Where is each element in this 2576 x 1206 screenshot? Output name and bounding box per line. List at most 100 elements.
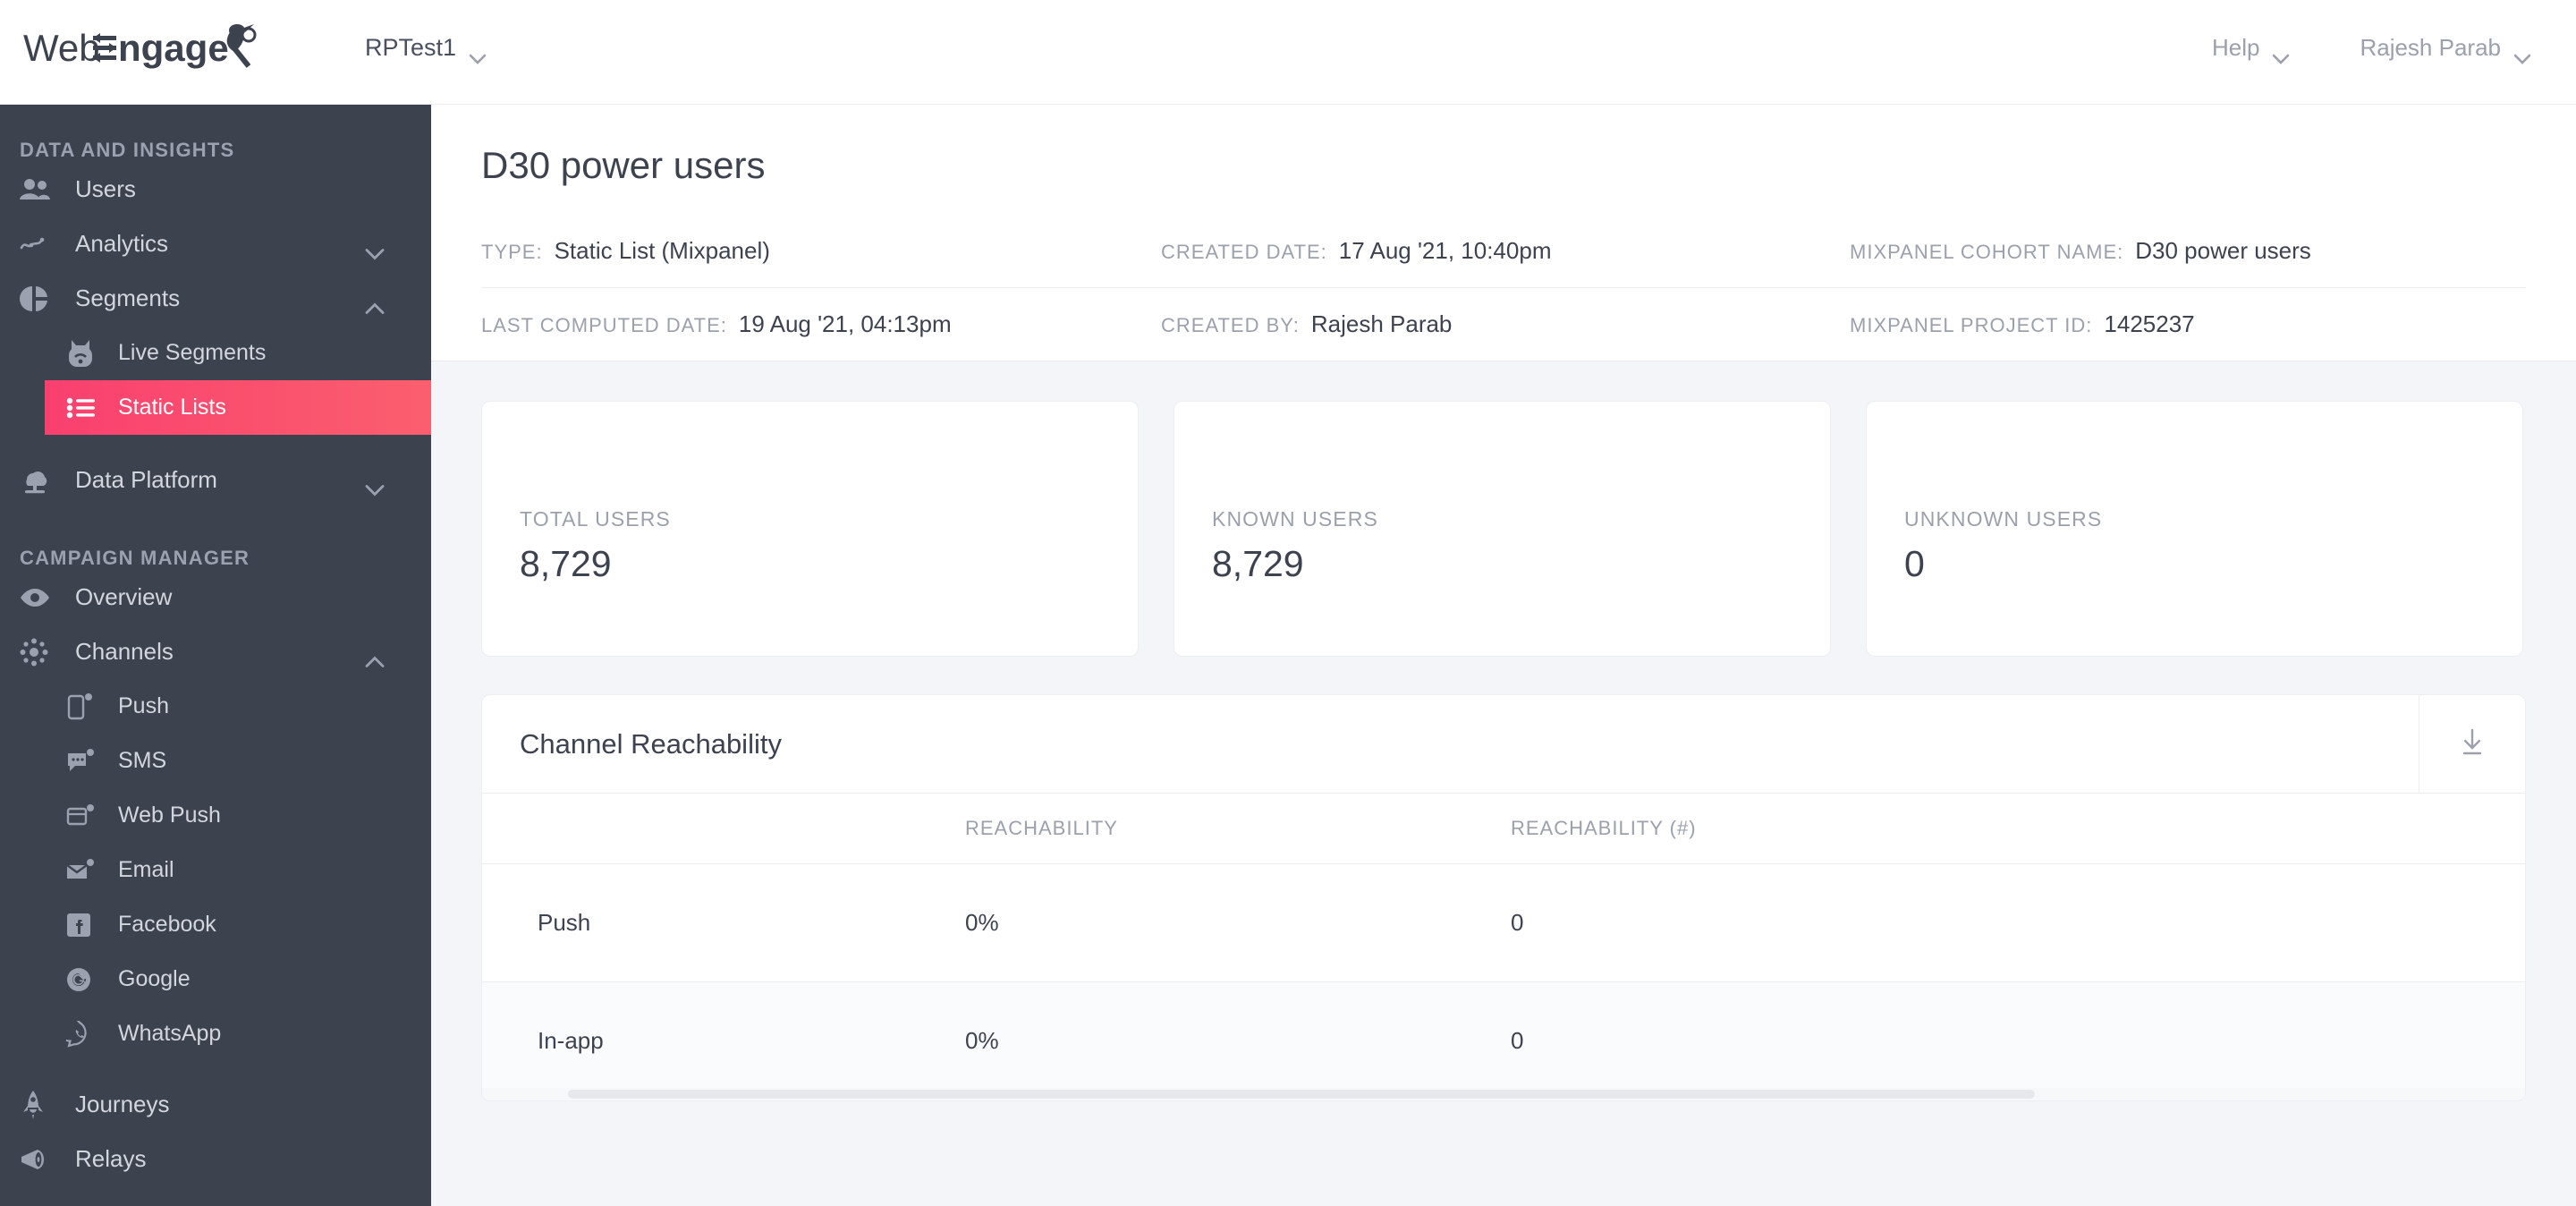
- sidebar-item-label: Push: [118, 693, 169, 718]
- live-segments-icon: [66, 335, 106, 372]
- cell-reachability-count: 0: [1511, 863, 2056, 982]
- user-label: Rajesh Parab: [2360, 34, 2501, 61]
- mobile-push-icon: [66, 688, 106, 726]
- sidebar-item-label: WhatsApp: [118, 1021, 222, 1046]
- meta-value: 17 Aug '21, 10:40pm: [1338, 236, 1552, 264]
- top-bar: Web ngage RPTest1 Help: [0, 0, 2576, 105]
- meta-mixpanel-cohort-name: MIXPANEL COHORT NAME: D30 power users: [1850, 237, 2311, 265]
- col-reachability-count: REACHABILITY (#): [1511, 794, 2056, 864]
- chevron-down-icon: [2272, 43, 2290, 64]
- project-switcher[interactable]: RPTest1: [365, 34, 487, 64]
- panel-header: Channel Reachability: [482, 695, 2525, 794]
- cell-spacer: [2056, 981, 2525, 1100]
- sidebar-item-label: Data Platform: [75, 466, 217, 493]
- sidebar-item-users[interactable]: Users: [0, 162, 431, 217]
- chevron-down-icon[interactable]: [365, 474, 385, 496]
- panel-title: Channel Reachability: [520, 727, 782, 760]
- meta-value: 19 Aug '21, 04:13pm: [738, 310, 952, 337]
- main-content: D30 power users TYPE: Static List (Mixpa…: [431, 105, 2576, 1206]
- meta-mixpanel-project-id: MIXPANEL PROJECT ID: 1425237: [1850, 310, 2195, 338]
- channel-reachability-panel: Channel Reachability REACHABILITY REACHA…: [481, 694, 2526, 1101]
- sidebar-item-label: Channels: [75, 638, 174, 665]
- sidebar-item-label: Segments: [75, 285, 181, 311]
- meta-created-by: CREATED BY: Rajesh Parab: [1161, 310, 1850, 338]
- topbar-right: Help Rajesh Parab: [2211, 34, 2531, 64]
- bird-icon: [226, 24, 257, 68]
- sidebar-item-label: Relays: [75, 1145, 147, 1172]
- sidebar-item-relays[interactable]: Relays: [0, 1132, 431, 1186]
- whatsapp-icon: [66, 1015, 106, 1053]
- web-push-icon: [66, 797, 106, 835]
- meta-key: LAST COMPUTED DATE:: [481, 314, 727, 336]
- sidebar-item-live-segments[interactable]: Live Segments: [0, 326, 431, 380]
- megaphone-icon: [20, 1141, 61, 1178]
- svg-text:ngage: ngage: [118, 27, 229, 69]
- sidebar-item-google[interactable]: Google: [0, 952, 431, 1006]
- help-label: Help: [2211, 34, 2260, 61]
- chevron-down-icon: [469, 43, 487, 64]
- sidebar-item-journeys[interactable]: Journeys: [0, 1077, 431, 1132]
- col-channel: [482, 794, 965, 864]
- sidebar-item-data-platform[interactable]: Data Platform: [0, 453, 431, 507]
- cell-reachability: 0%: [965, 863, 1511, 982]
- sidebar-item-email[interactable]: Email: [0, 843, 431, 897]
- meta-key: CREATED DATE:: [1161, 240, 1327, 263]
- sidebar-item-overview[interactable]: Overview: [0, 570, 431, 624]
- table-row[interactable]: In-app 0% 0: [482, 981, 2525, 1100]
- table-row[interactable]: Push 0% 0: [482, 863, 2525, 982]
- meta-created-date: CREATED DATE: 17 Aug '21, 10:40pm: [1161, 237, 1850, 265]
- list-icon: [66, 389, 106, 427]
- stat-label: KNOWN USERS: [1212, 507, 1378, 531]
- sidebar-item-channels[interactable]: Channels: [0, 624, 431, 679]
- sidebar-item-label: Users: [75, 175, 136, 202]
- facebook-icon: [66, 906, 106, 944]
- stat-card-unknown-users: UNKNOWN USERS 0: [1866, 401, 2523, 657]
- stat-cards: TOTAL USERS 8,729 KNOWN USERS 8,729 UNKN…: [431, 361, 2576, 657]
- cloud-data-icon: [20, 462, 61, 499]
- segments-pie-icon: [20, 280, 61, 318]
- sidebar-item-sms[interactable]: SMS: [0, 734, 431, 788]
- sms-bubble-icon: [66, 743, 106, 780]
- help-menu[interactable]: Help: [2211, 34, 2290, 64]
- users-icon: [20, 171, 61, 208]
- horizontal-scrollbar[interactable]: [482, 1087, 2525, 1100]
- sidebar-item-label: Live Segments: [118, 340, 267, 365]
- stat-value: 0: [1904, 543, 1925, 584]
- chevron-up-icon[interactable]: [365, 293, 385, 314]
- scrollbar-thumb[interactable]: [568, 1089, 2035, 1099]
- user-menu[interactable]: Rajesh Parab: [2360, 34, 2531, 64]
- sidebar-item-label: Facebook: [118, 912, 216, 937]
- logo-svg: Web ngage: [23, 24, 257, 69]
- email-envelope-icon: [66, 852, 106, 889]
- sidebar-item-label: Journeys: [75, 1091, 170, 1117]
- col-spacer: [2056, 794, 2525, 864]
- sidebar-item-push[interactable]: Push: [0, 679, 431, 734]
- project-name: RPTest1: [365, 34, 457, 61]
- stat-value: 8,729: [1212, 543, 1304, 584]
- sidebar-item-static-lists[interactable]: Static Lists: [45, 380, 431, 435]
- sidebar-item-whatsapp[interactable]: WhatsApp: [0, 1006, 431, 1061]
- sidebar-item-segments[interactable]: Segments: [0, 271, 431, 326]
- sidebar-item-facebook[interactable]: Facebook: [0, 897, 431, 952]
- meta-row-1: TYPE: Static List (Mixpanel) CREATED DAT…: [481, 214, 2526, 287]
- sidebar-item-label: Static Lists: [118, 395, 226, 420]
- chevron-down-icon[interactable]: [365, 238, 385, 259]
- google-icon: [66, 961, 106, 998]
- meta-key: CREATED BY:: [1161, 314, 1300, 336]
- sidebar-item-web-push[interactable]: Web Push: [0, 788, 431, 843]
- sidebar-item-label: Google: [118, 966, 191, 991]
- meta-key: MIXPANEL COHORT NAME:: [1850, 240, 2124, 263]
- sidebar-item-label: Web Push: [118, 803, 221, 828]
- download-button[interactable]: [2419, 695, 2525, 794]
- rocket-icon: [20, 1086, 61, 1124]
- sidebar-item-analytics[interactable]: Analytics: [0, 217, 431, 271]
- meta-key: TYPE:: [481, 240, 543, 263]
- meta-value: Rajesh Parab: [1310, 310, 1453, 337]
- chevron-up-icon[interactable]: [365, 646, 385, 667]
- sidebar-item-label: Overview: [75, 583, 173, 610]
- stat-card-known-users: KNOWN USERS 8,729: [1174, 401, 1831, 657]
- meta-type: TYPE: Static List (Mixpanel): [481, 237, 1161, 265]
- webengage-logo[interactable]: Web ngage: [23, 16, 292, 88]
- channels-hub-icon: [20, 633, 61, 671]
- sidebar-item-label: SMS: [118, 748, 167, 773]
